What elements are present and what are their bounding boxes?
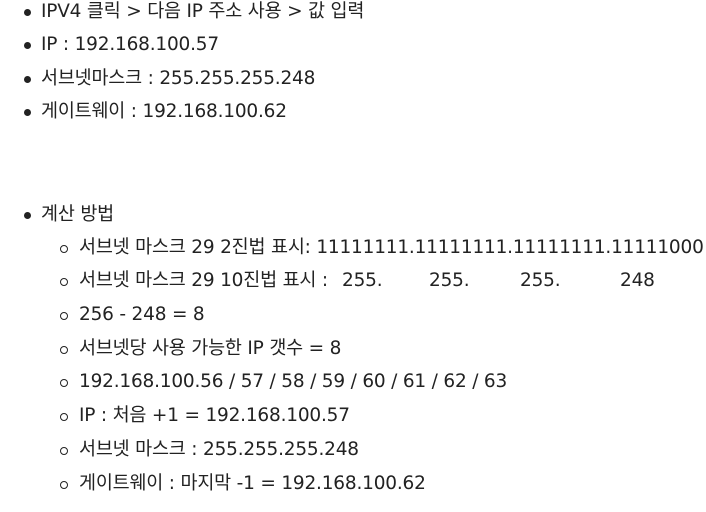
decimal-octet-3: 255. xyxy=(520,270,561,291)
bullet-disc xyxy=(24,42,31,49)
sublist-item-text: 서브넷 마스크 29 10진법 표시 : xyxy=(79,270,328,291)
bullet-disc xyxy=(24,212,31,219)
sublist-item-text: IP : 처음 +1 = 192.168.100.57 xyxy=(79,405,350,426)
calc-heading: 계산 방법 xyxy=(41,204,114,225)
decimal-octet-2: 255. xyxy=(429,270,470,291)
sublist-item-text: 서브넷 마스크 : 255.255.255.248 xyxy=(79,439,359,460)
sublist-item-text: 256 - 248 = 8 xyxy=(79,304,205,325)
decimal-octet-1: 255. xyxy=(342,270,383,291)
bullet-disc xyxy=(24,109,31,116)
sublist-item-text: 서브넷 마스크 29 2진법 표시: 11111111.11111111.111… xyxy=(79,237,704,258)
bullet-circle xyxy=(60,480,68,489)
bullet-circle xyxy=(60,378,68,387)
list-item-text: 서브넷마스크 : 255.255.255.248 xyxy=(41,68,316,89)
list-item-text: IPV4 클릭 > 다음 IP 주소 사용 > 값 입력 xyxy=(41,1,365,22)
bullet-disc xyxy=(24,9,31,16)
bullet-circle xyxy=(60,412,68,421)
sublist-item-text: 192.168.100.56 / 57 / 58 / 59 / 60 / 61 … xyxy=(79,371,508,392)
bullet-circle xyxy=(60,345,68,354)
bullet-disc xyxy=(24,76,31,83)
list-item-text: 게이트웨이 : 192.168.100.62 xyxy=(41,101,287,122)
bullet-circle xyxy=(60,446,68,455)
bullet-circle xyxy=(60,244,68,253)
decimal-octet-4: 248 xyxy=(620,270,655,291)
list-item-text: IP : 192.168.100.57 xyxy=(41,34,219,55)
bullet-circle xyxy=(60,277,68,286)
bullet-circle xyxy=(60,311,68,320)
sublist-item-text: 서브넷당 사용 가능한 IP 갯수 = 8 xyxy=(79,338,342,359)
sublist-item-text: 게이트웨이 : 마지막 -1 = 192.168.100.62 xyxy=(79,473,426,494)
